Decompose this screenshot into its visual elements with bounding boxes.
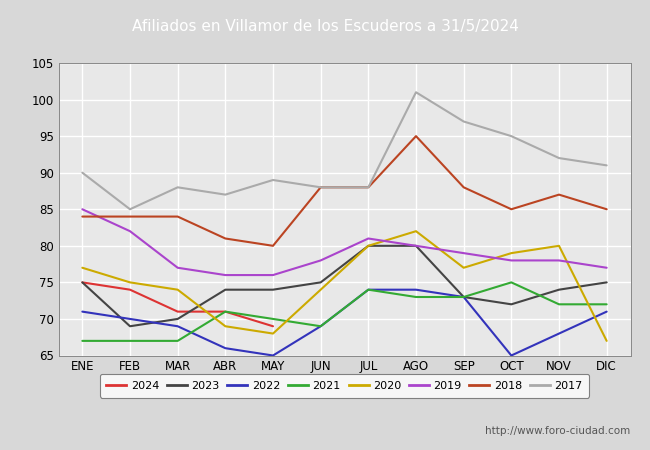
Legend: 2024, 2023, 2022, 2021, 2020, 2019, 2018, 2017: 2024, 2023, 2022, 2021, 2020, 2019, 2018… — [99, 374, 590, 398]
Text: Afiliados en Villamor de los Escuderos a 31/5/2024: Afiliados en Villamor de los Escuderos a… — [131, 19, 519, 35]
Text: http://www.foro-ciudad.com: http://www.foro-ciudad.com — [486, 426, 630, 436]
